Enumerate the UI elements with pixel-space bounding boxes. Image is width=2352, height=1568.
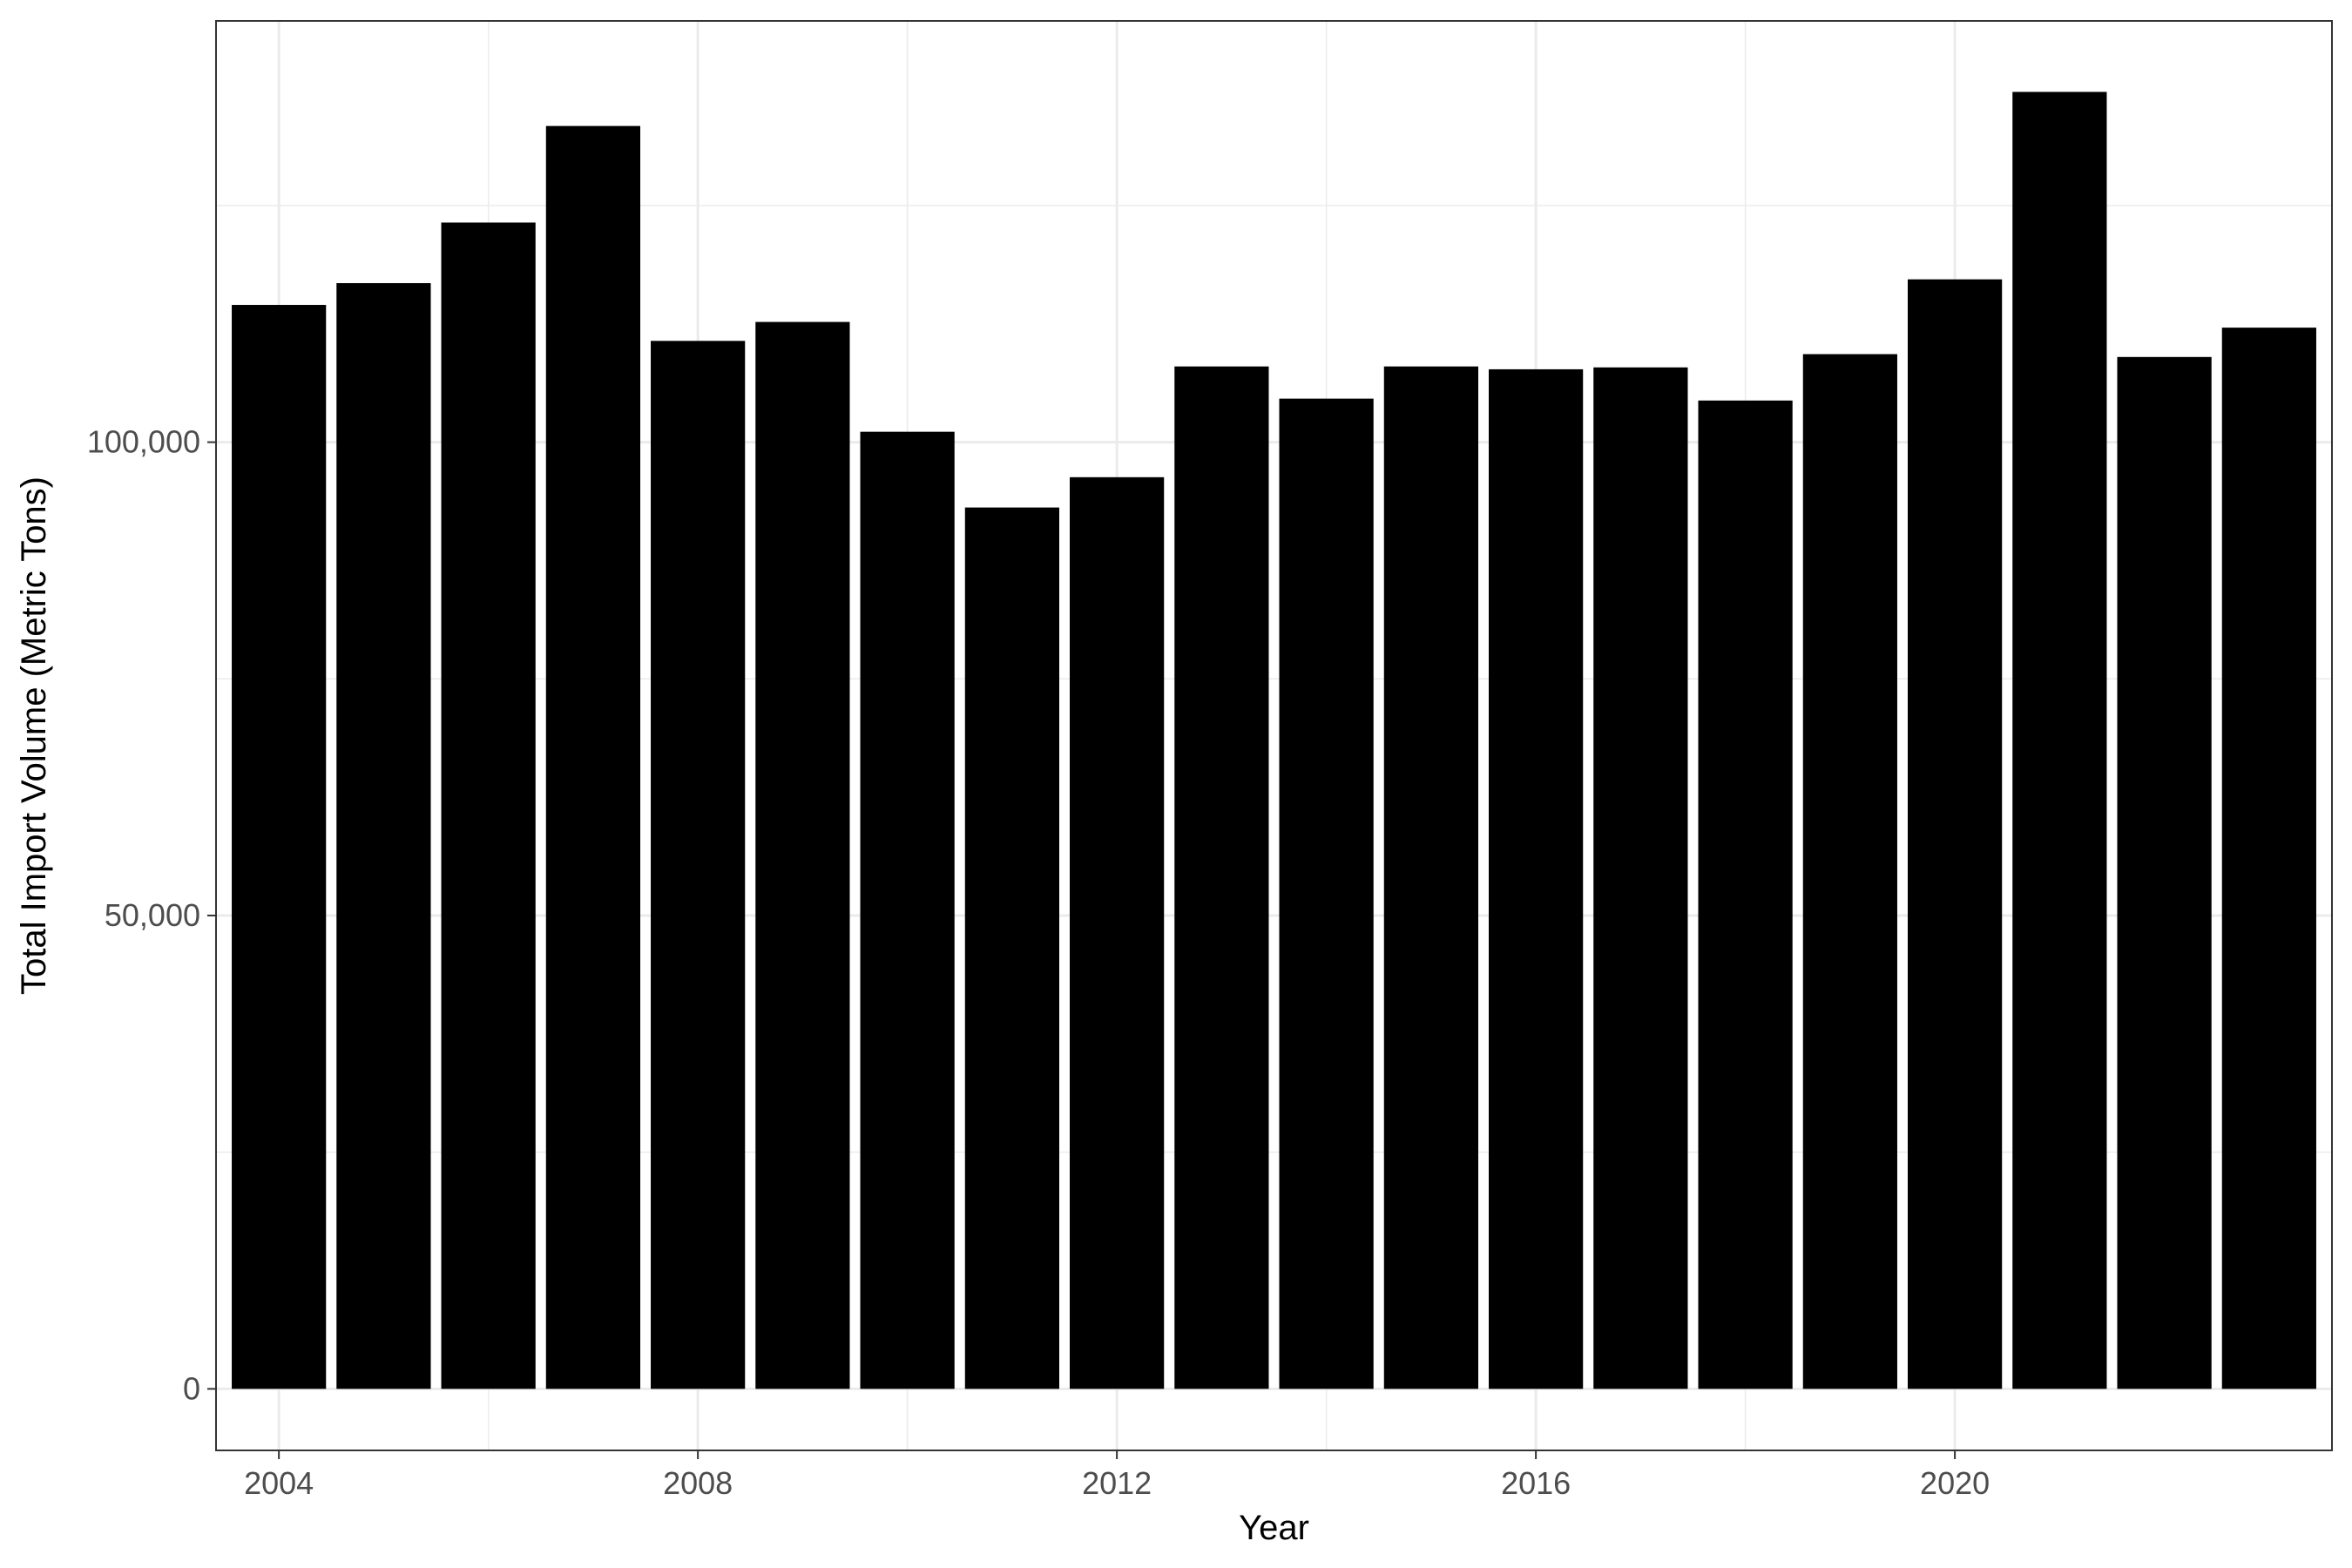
bar-2005 [336, 283, 431, 1389]
bar-2022 [2117, 356, 2212, 1389]
bar-2019 [1802, 354, 1897, 1389]
y-tick-label: 100,000 [87, 424, 200, 460]
bars [232, 91, 2316, 1389]
y-tick-label: 0 [183, 1370, 200, 1406]
bar-2007 [545, 125, 641, 1389]
bar-2011 [964, 507, 1059, 1389]
bar-2020 [1907, 279, 2003, 1389]
y-tick-label: 50,000 [105, 897, 200, 933]
x-tick-label: 2012 [1082, 1465, 1152, 1501]
x-axis: 2004 2008 2012 2016 2020 [244, 1450, 1990, 1501]
bar-2023 [2221, 328, 2316, 1389]
x-tick-label: 2004 [244, 1465, 314, 1501]
bar-2008 [651, 341, 746, 1389]
x-axis-title: Year [1239, 1509, 1309, 1547]
bar-2016 [1489, 368, 1584, 1389]
bar-2018 [1698, 400, 1793, 1389]
bar-2013 [1174, 366, 1269, 1389]
bar-2012 [1070, 476, 1165, 1389]
bar-2004 [232, 305, 327, 1389]
x-tick-label: 2020 [1920, 1465, 1990, 1501]
x-tick-label: 2008 [663, 1465, 733, 1501]
bar-2006 [441, 222, 536, 1389]
plot-panel-border [215, 20, 2333, 1451]
bar-2015 [1383, 366, 1478, 1389]
y-axis: 0 50,000 100,000 [87, 424, 216, 1406]
bar-2021 [2012, 91, 2107, 1389]
bar-2017 [1593, 367, 1688, 1389]
x-tick-label: 2016 [1501, 1465, 1571, 1501]
bar-2014 [1279, 398, 1374, 1389]
bar-2010 [860, 431, 955, 1389]
y-axis-title: Total Import Volume (Metric Tons) [15, 476, 53, 995]
bar-2009 [755, 321, 850, 1389]
